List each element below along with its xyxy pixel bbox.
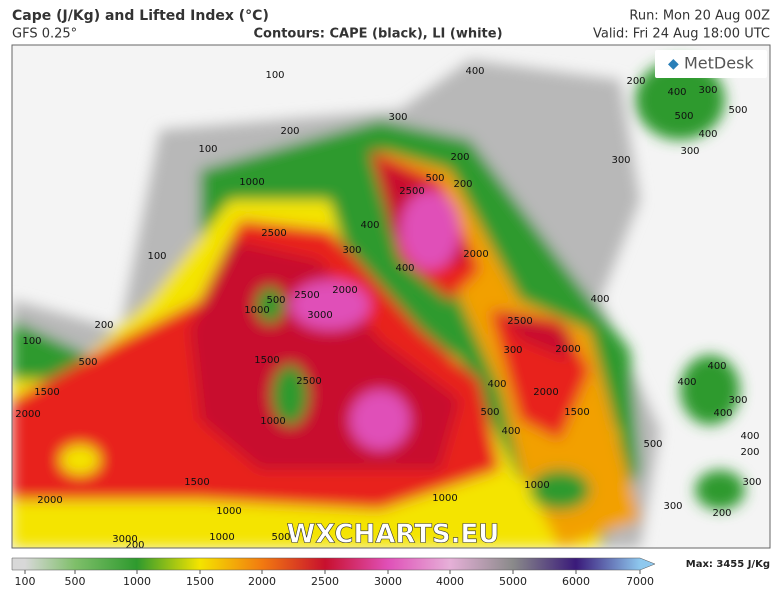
cape-field [12, 60, 745, 548]
logo-box [655, 50, 767, 78]
contour-label: 400 [465, 66, 484, 77]
contour-label: 300 [742, 477, 761, 488]
contour-label: 300 [698, 85, 717, 96]
contour-label: 300 [663, 501, 682, 512]
colorbar [11, 557, 656, 571]
map-frame [11, 44, 771, 549]
contour-label: 400 [360, 220, 379, 231]
contour-label: 500 [425, 173, 444, 184]
contour-label: 500 [271, 532, 290, 543]
contour-label: 400 [501, 426, 520, 437]
contour-label: 400 [707, 361, 726, 372]
contour-label: 200 [453, 179, 472, 190]
contour-label: 100 [22, 336, 41, 347]
contour-label: 2500 [507, 316, 532, 327]
contour-label: 200 [712, 508, 731, 519]
contour-label: 2500 [399, 186, 424, 197]
title: Cape (J/Kg) and Lifted Index (°C) [12, 8, 269, 24]
valid: Valid: Fri 24 Aug 18:00 UTC [593, 27, 770, 42]
contour-label: 2500 [261, 228, 286, 239]
contour-label: 1500 [564, 407, 589, 418]
contour-labels: 1002001001000300400200500250020040030025… [15, 66, 761, 551]
contour-label: 1000 [432, 493, 457, 504]
contour-label: 300 [388, 112, 407, 123]
colorbar-tick-label: 2000 [248, 575, 276, 588]
colorbar-tick-label: 4000 [436, 575, 464, 588]
watermark: WXCHARTS.EU [287, 520, 500, 550]
colorbar-tick-label: 100 [15, 575, 36, 588]
contour-label: 400 [698, 129, 717, 140]
contour-label: 1500 [254, 355, 279, 366]
contour-label: 300 [680, 146, 699, 157]
contour-label: 500 [480, 407, 499, 418]
contour-label: 500 [266, 295, 285, 306]
contour-label: 1500 [184, 477, 209, 488]
colorbar-tick-label: 3000 [374, 575, 402, 588]
colorbar-tick-label: 5000 [499, 575, 527, 588]
contour-label: 2000 [15, 409, 40, 420]
contour-label: 300 [611, 155, 630, 166]
colorbar-max: Max: 3455 J/Kg [686, 559, 770, 570]
contour-label: 400 [667, 87, 686, 98]
contour-label: 500 [643, 439, 662, 450]
contour-label: 100 [265, 70, 284, 81]
contour-label: 1000 [239, 177, 264, 188]
contour-label: 1000 [524, 480, 549, 491]
colorbar-tick-label: 2500 [311, 575, 339, 588]
contour-label: 1000 [260, 416, 285, 427]
map: 1002001001000300400200500250020040030025… [12, 45, 770, 551]
contour-label: 2000 [463, 249, 488, 260]
contours-note: Contours: CAPE (black), LI (white) [253, 27, 502, 42]
logo: MetDesk [684, 54, 754, 73]
contour-label: 2000 [533, 387, 558, 398]
contour-label: 3000 [307, 310, 332, 321]
contour-label: 400 [713, 408, 732, 419]
contour-label: 2500 [294, 290, 319, 301]
colorbar-tick-label: 7000 [626, 575, 654, 588]
colorbar-tick-label: 6000 [562, 575, 590, 588]
contour-label: 500 [674, 111, 693, 122]
contour-label: 1000 [216, 506, 241, 517]
contour-label: 300 [342, 245, 361, 256]
contour-label: 2000 [332, 285, 357, 296]
colorbar-tick-label: 1500 [186, 575, 214, 588]
contour-label: 400 [740, 431, 759, 442]
contour-label: 3000 [112, 534, 137, 545]
colorbar-tick-label: 500 [65, 575, 86, 588]
contour-label: 400 [395, 263, 414, 274]
contour-label: 200 [450, 152, 469, 163]
contour-label: 500 [728, 105, 747, 116]
logo-mark: ◆ [668, 56, 679, 72]
contour-label: 2500 [296, 376, 321, 387]
contour-label: 1000 [244, 305, 269, 316]
contour-label: 200 [740, 447, 759, 458]
model: GFS 0.25° [12, 27, 77, 42]
contour-label: 200 [626, 76, 645, 87]
contour-label: 1500 [34, 387, 59, 398]
colorbar-tick-label: 1000 [123, 575, 151, 588]
contour-label: 200 [94, 320, 113, 331]
contour-label: 200 [280, 126, 299, 137]
contour-label: 300 [503, 345, 522, 356]
contour-label: 1000 [209, 532, 234, 543]
contour-label: 100 [147, 251, 166, 262]
contour-label: 200 [125, 540, 144, 551]
contour-label: 2000 [555, 344, 580, 355]
contour-label: 400 [590, 294, 609, 305]
contour-label: 100 [198, 144, 217, 155]
contour-label: 400 [487, 379, 506, 390]
contour-label: 500 [78, 357, 97, 368]
contour-label: 400 [677, 377, 696, 388]
contour-label: 2000 [37, 495, 62, 506]
contour-label: 300 [728, 395, 747, 406]
run: Run: Mon 20 Aug 00Z [629, 9, 770, 24]
